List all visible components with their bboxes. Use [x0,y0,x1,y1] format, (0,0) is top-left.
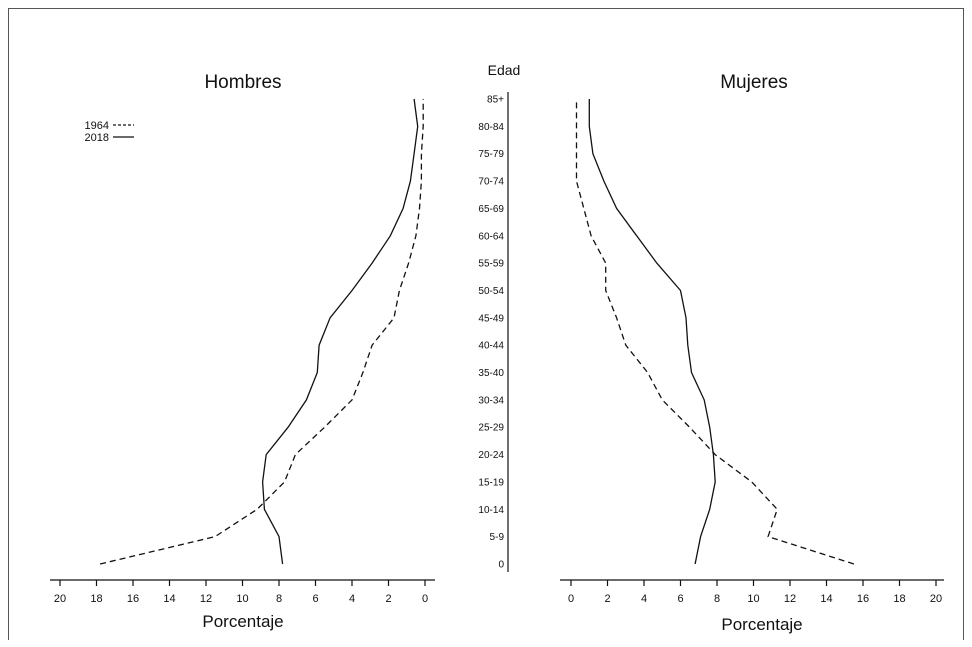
x-tick-label-mujeres: 0 [568,593,574,605]
chart-title-hombres: Hombres [204,72,281,93]
age-tick-label: 10-14 [478,505,504,516]
x-tick-label-mujeres: 14 [820,593,832,605]
age-tick-label: 20-24 [478,450,504,461]
x-tick-label-hombres: 16 [127,593,139,605]
x-tick-label-mujeres: 4 [641,593,647,605]
x-tick-label-hombres: 12 [200,593,212,605]
age-tick-label: 70-74 [478,177,504,188]
age-tick-label: 40-44 [478,341,504,352]
x-tick-label-hombres: 14 [163,593,175,605]
x-tick-label-hombres: 6 [312,593,318,605]
age-tick-label: 0 [498,560,504,571]
age-tick-label: 60-64 [478,231,504,242]
x-tick-label-hombres: 10 [236,593,248,605]
age-tick-label: 80-84 [478,122,504,133]
age-tick-label: 5-9 [490,532,505,543]
age-tick-label: 15-19 [478,477,504,488]
x-tick-label-mujeres: 2 [604,593,610,605]
x-tick-label-hombres: 20 [54,593,66,605]
x-tick-label-hombres: 0 [422,593,428,605]
age-tick-label: 30-34 [478,395,504,406]
age-tick-label: 65-69 [478,204,504,215]
x-axis-title-hombres: Porcentaje [202,612,283,631]
x-tick-label-mujeres: 10 [747,593,759,605]
series-line-hombres-1964 [99,99,424,565]
series-line-mujeres-1964 [575,99,855,565]
x-tick-label-mujeres: 18 [893,593,905,605]
chart-frame [8,8,964,640]
x-tick-label-mujeres: 20 [930,593,942,605]
x-axis-title-mujeres: Porcentaje [721,615,802,634]
age-tick-label: 45-49 [478,313,504,324]
x-tick-label-hombres: 8 [276,593,282,605]
chart-title-mujeres: Mujeres [720,72,788,93]
age-tick-label: 75-79 [478,149,504,160]
age-tick-label: 50-54 [478,286,504,297]
age-axis-title: Edad [488,62,521,78]
series-line-hombres-2018 [261,98,419,565]
age-tick-label: 85+ [487,95,504,106]
age-tick-label: 25-29 [478,423,504,434]
legend-label-2018: 2018 [85,132,109,144]
x-tick-label-mujeres: 8 [714,593,720,605]
x-tick-label-hombres: 4 [349,593,355,605]
x-tick-label-mujeres: 16 [857,593,869,605]
age-tick-label: 35-40 [478,368,504,379]
x-tick-label-hombres: 18 [90,593,102,605]
x-tick-label-mujeres: 6 [677,593,683,605]
age-tick-label: 55-59 [478,259,504,270]
series-line-mujeres-2018 [588,99,716,565]
legend-label-1964: 1964 [85,120,109,132]
x-tick-label-hombres: 2 [385,593,391,605]
x-tick-label-mujeres: 12 [784,593,796,605]
